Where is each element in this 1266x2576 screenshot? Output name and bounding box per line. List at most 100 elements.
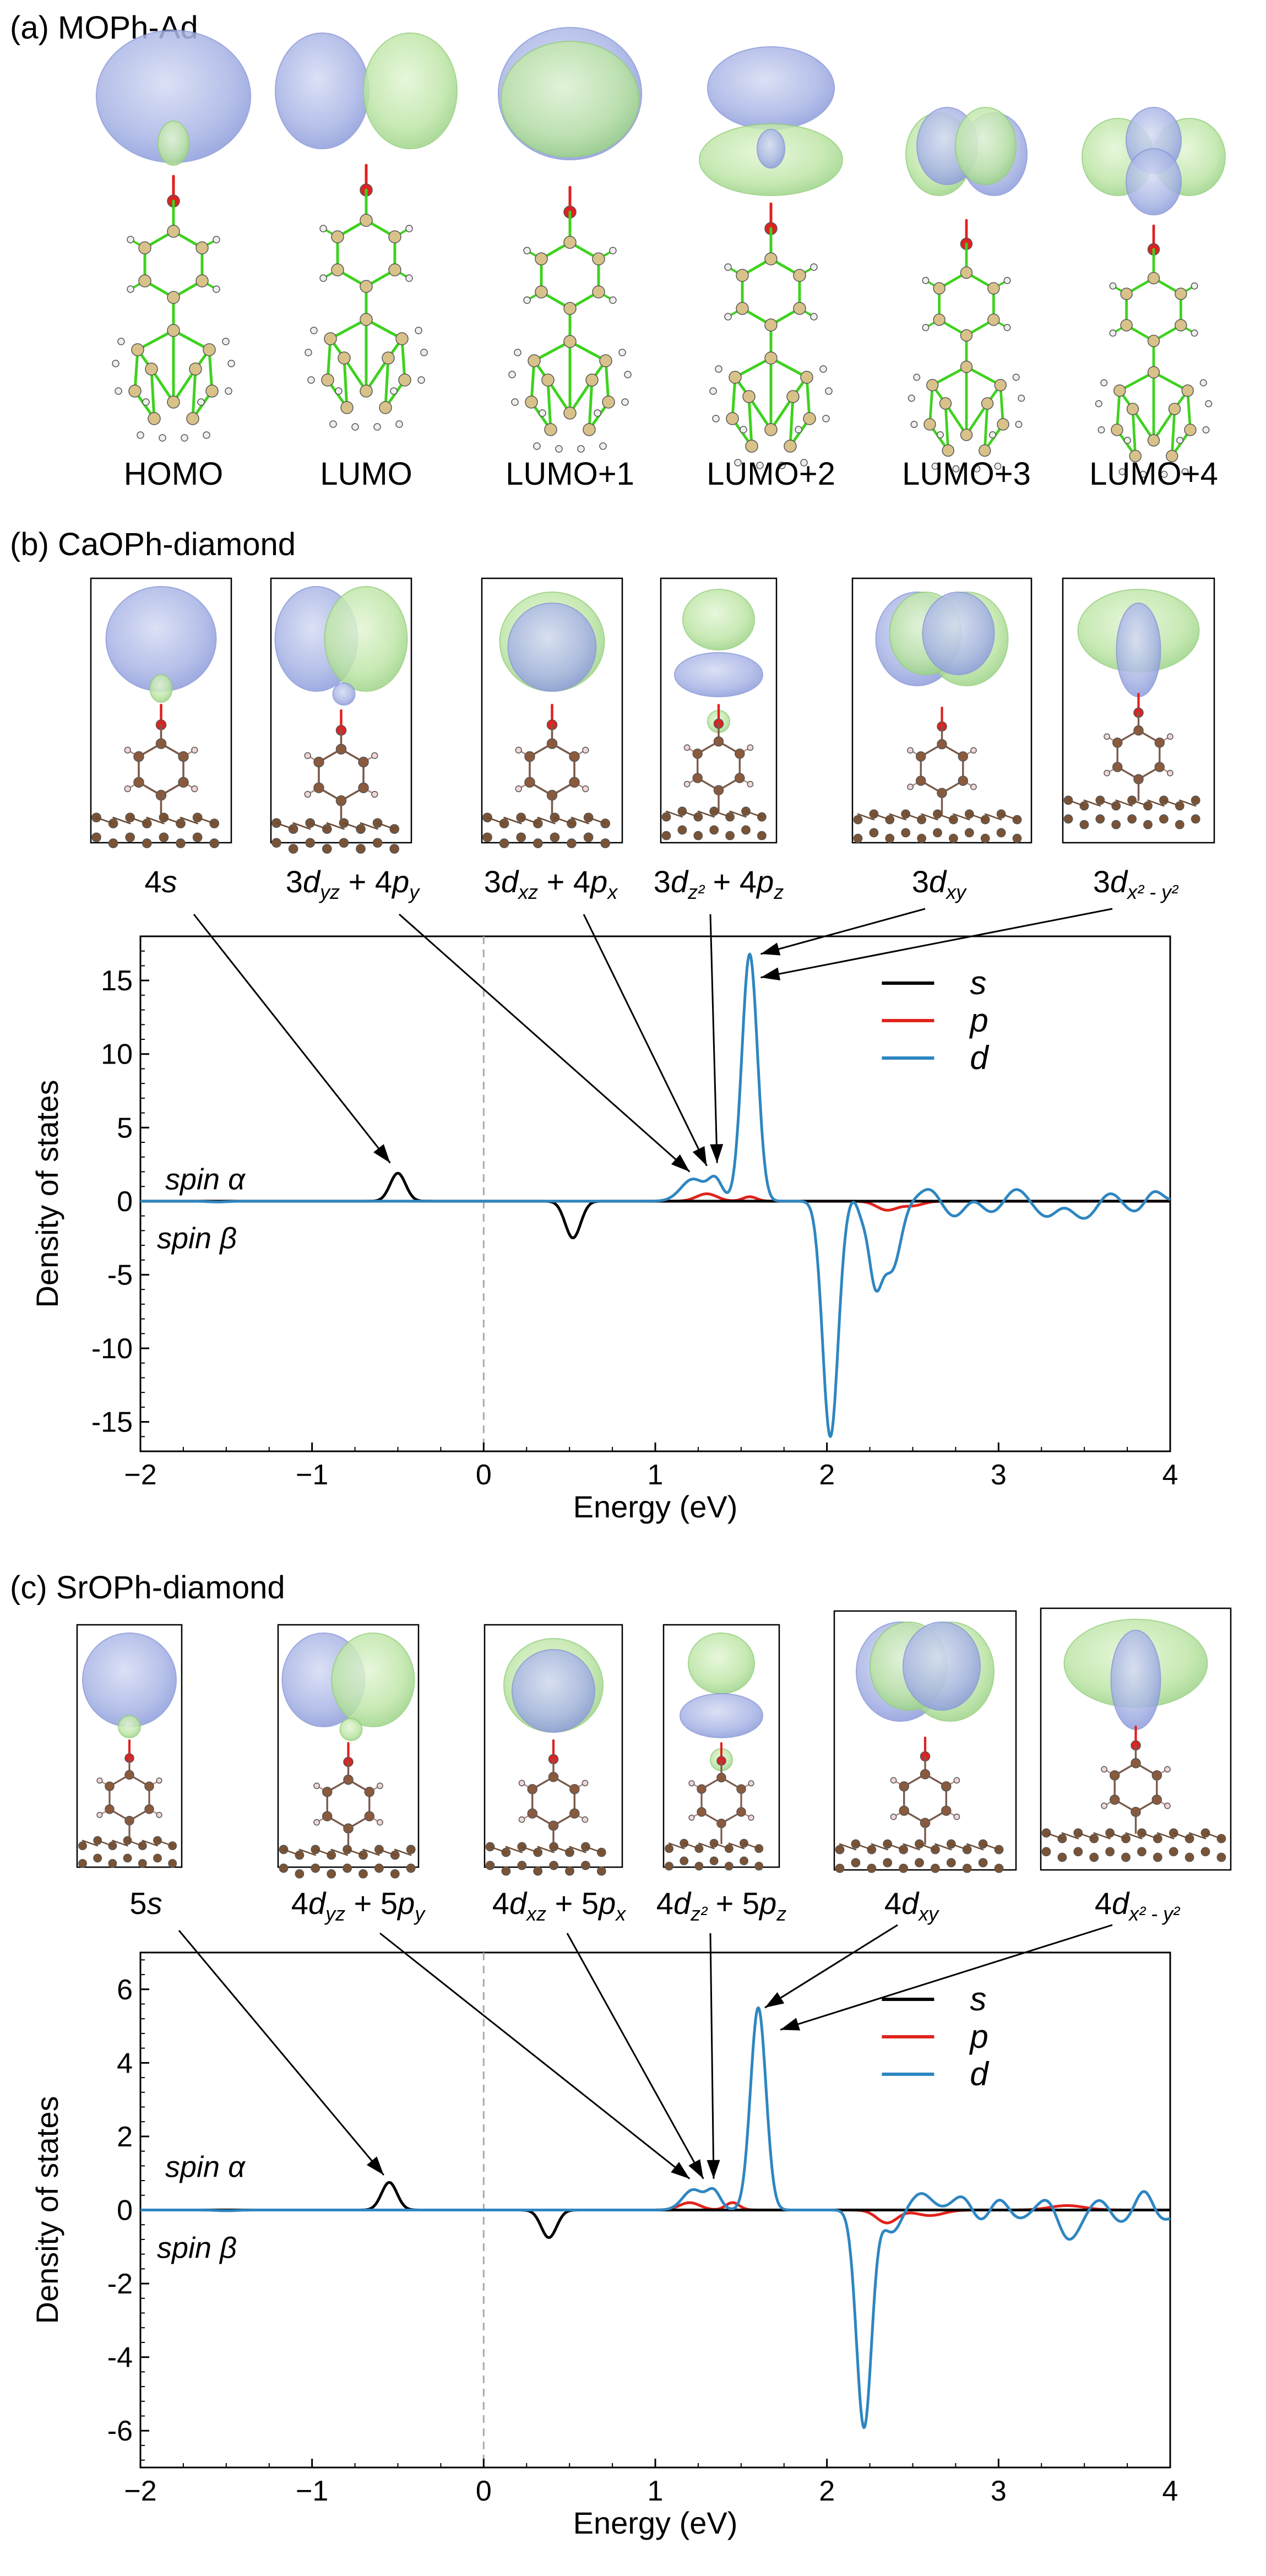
bond (378, 1848, 396, 1856)
y-tick-label: 0 (117, 2195, 133, 2227)
atom (665, 1844, 673, 1853)
atom (167, 225, 180, 238)
bond (1118, 371, 1155, 392)
atom (195, 274, 209, 288)
atom (1131, 1758, 1141, 1769)
atom (1003, 324, 1011, 332)
atom (724, 263, 732, 271)
atom (1137, 1847, 1147, 1857)
atom (563, 335, 577, 348)
y-tick-label: -4 (107, 2342, 133, 2374)
atom (1018, 394, 1025, 402)
bond (713, 1842, 730, 1850)
bond (1077, 1832, 1095, 1840)
atom (395, 420, 403, 428)
atom (1104, 733, 1110, 740)
atom (853, 815, 863, 825)
y-axis-label: Density of states (30, 1080, 64, 1308)
atom (931, 463, 939, 470)
bond (1115, 799, 1133, 807)
x-tick-label: −2 (124, 1459, 156, 1491)
atom (683, 744, 691, 751)
atom (1126, 403, 1139, 415)
orbital-label-b-3: 3dz² + 4pz (654, 864, 784, 903)
bond (163, 816, 182, 825)
atom (117, 338, 125, 345)
x-axis-label: Energy (eV) (573, 1489, 738, 1524)
atom (295, 1869, 305, 1879)
bond (146, 816, 165, 825)
atom (1073, 1847, 1083, 1857)
atom (756, 462, 764, 469)
atom (923, 418, 936, 431)
bond (769, 395, 795, 431)
atom (137, 431, 144, 439)
atom (602, 395, 615, 409)
arrow (780, 1924, 1113, 2031)
legend-label-s: s (970, 1981, 986, 2018)
atom (740, 1856, 748, 1865)
bond (1170, 408, 1176, 458)
atom (835, 1845, 845, 1854)
atom (1181, 468, 1189, 475)
bond (489, 1846, 507, 1853)
bond (112, 816, 131, 825)
atom (569, 751, 580, 762)
atom (511, 398, 519, 406)
bond (129, 816, 148, 825)
atom (331, 263, 344, 276)
orbital-frame-1 (270, 577, 412, 854)
orbital-lobe-green (339, 1718, 363, 1741)
bond (142, 1840, 159, 1847)
atom (1012, 833, 1022, 843)
atom (1057, 1852, 1067, 1862)
atom (960, 429, 973, 441)
atom (227, 360, 235, 367)
bond (1188, 1832, 1207, 1840)
x-axis-label: Energy (eV) (573, 2506, 738, 2540)
atom (567, 838, 577, 848)
atom (980, 833, 990, 843)
atom (1191, 329, 1198, 337)
atom (389, 844, 400, 854)
legend-label-d: d (970, 2056, 989, 2092)
atom (156, 1777, 162, 1784)
atom (793, 302, 806, 315)
mo-label-homo: HOMO (124, 456, 223, 492)
atom (335, 387, 343, 395)
atom (937, 739, 947, 750)
atom (949, 833, 958, 843)
atom (360, 313, 373, 326)
x-tick-label: 2 (819, 1459, 835, 1491)
mo-lumo3 (905, 107, 1028, 473)
x-tick-label: 0 (476, 2475, 492, 2507)
atom (618, 349, 626, 356)
orbital-lobe-blue (922, 592, 995, 675)
legend-label-p: p (969, 1002, 988, 1039)
atom (186, 412, 199, 425)
spin-beta-label: spin β (157, 1222, 237, 1255)
atom (1154, 762, 1165, 772)
atom (178, 777, 189, 788)
atom (310, 327, 318, 334)
atom (115, 387, 122, 395)
bond (984, 813, 1002, 821)
atom (981, 397, 994, 410)
atom (726, 412, 739, 425)
atom (390, 1869, 400, 1879)
atom (1175, 288, 1187, 300)
bond (698, 1842, 715, 1850)
atom (313, 1819, 320, 1826)
atom (527, 1784, 537, 1794)
orbital-frame-4 (851, 577, 1033, 844)
bond (604, 359, 610, 404)
atom (933, 828, 942, 838)
orbital-lobe-green (118, 1715, 141, 1738)
atom (825, 387, 833, 395)
orbital-lobe-green (331, 1633, 415, 1727)
atom (683, 780, 691, 788)
bond (191, 367, 197, 420)
atom (835, 1863, 845, 1873)
atom (1120, 288, 1133, 300)
arrow-shaft (764, 1924, 898, 2009)
